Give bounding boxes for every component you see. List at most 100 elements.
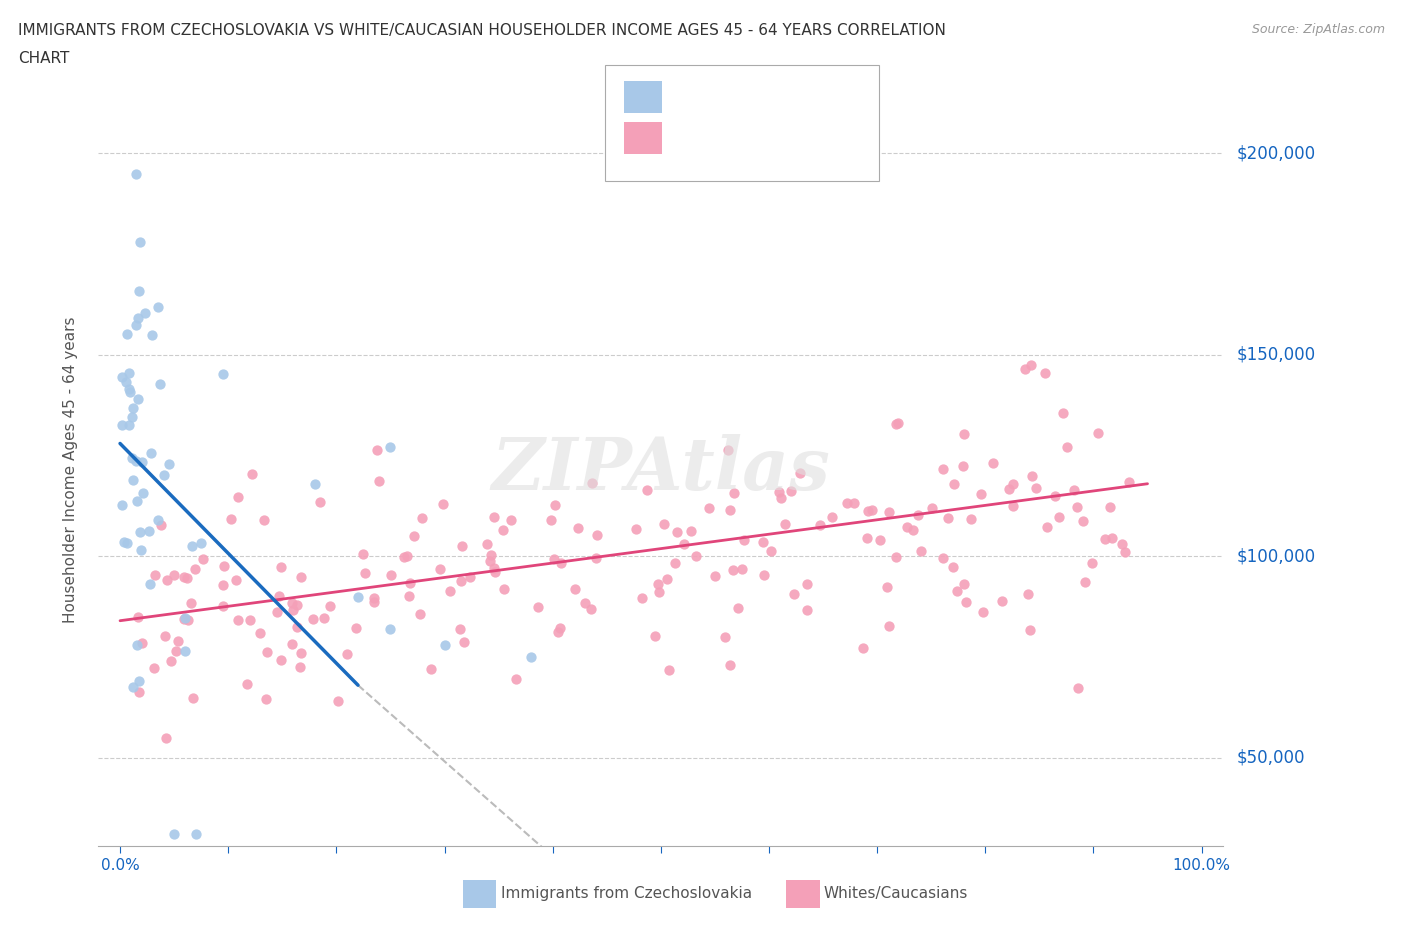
Point	[860, 502, 883, 517]
Point	[704, 568, 727, 583]
Point	[796, 577, 818, 591]
Text: R = -0.288   N =   55: R = -0.288 N = 55	[668, 86, 877, 105]
Point	[1043, 488, 1066, 503]
Point	[419, 661, 441, 676]
Point	[117, 418, 139, 432]
Point	[184, 561, 207, 576]
Point	[125, 166, 148, 181]
Point	[501, 512, 523, 527]
Point	[266, 604, 288, 619]
Point	[955, 594, 977, 609]
Point	[212, 559, 235, 574]
Point	[991, 593, 1014, 608]
Point	[903, 522, 925, 537]
Point	[972, 604, 994, 619]
Point	[484, 565, 506, 579]
Point	[479, 548, 502, 563]
Y-axis label: Householder Income Ages 45 - 64 years: Householder Income Ages 45 - 64 years	[63, 316, 77, 623]
Point	[380, 440, 402, 455]
Point	[367, 473, 389, 488]
Point	[120, 385, 142, 400]
Point	[780, 484, 803, 498]
Point	[439, 583, 461, 598]
Point	[125, 318, 148, 333]
Point	[344, 621, 367, 636]
Point	[146, 299, 169, 314]
Point	[129, 542, 152, 557]
Point	[354, 566, 377, 581]
Point	[288, 659, 311, 674]
Point	[129, 525, 152, 539]
Point	[121, 409, 143, 424]
Point	[1056, 440, 1078, 455]
Point	[997, 481, 1019, 496]
Point	[163, 827, 186, 842]
Point	[1001, 476, 1024, 491]
Point	[505, 671, 527, 686]
Point	[752, 567, 775, 582]
Point	[960, 512, 983, 526]
Point	[721, 563, 744, 578]
Point	[125, 454, 148, 469]
Point	[631, 591, 654, 605]
Point	[1074, 575, 1097, 590]
Point	[134, 306, 156, 321]
Point	[567, 521, 589, 536]
Point	[789, 466, 811, 481]
Point	[118, 381, 141, 396]
Point	[647, 585, 669, 600]
Point	[138, 524, 160, 538]
Point	[115, 375, 138, 390]
Point	[932, 461, 955, 476]
Point	[1033, 365, 1056, 380]
Point	[128, 284, 150, 299]
Point	[581, 476, 603, 491]
Point	[121, 680, 143, 695]
Point	[585, 551, 607, 565]
Point	[1114, 545, 1136, 560]
Point	[318, 598, 340, 613]
Point	[128, 673, 150, 688]
Point	[1021, 357, 1043, 372]
Point	[121, 401, 143, 416]
Point	[111, 418, 134, 432]
Point	[910, 544, 932, 559]
Point	[184, 827, 207, 842]
Text: $100,000: $100,000	[1237, 547, 1316, 565]
Point	[363, 594, 385, 609]
Point	[547, 624, 569, 639]
Point	[1019, 622, 1042, 637]
Point	[644, 629, 666, 644]
Point	[520, 649, 543, 664]
Point	[896, 520, 918, 535]
Point	[285, 619, 308, 634]
Point	[943, 476, 966, 491]
Point	[1036, 520, 1059, 535]
Point	[380, 621, 402, 636]
Point	[731, 562, 754, 577]
Point	[380, 568, 402, 583]
Point	[1071, 514, 1094, 529]
Point	[270, 560, 292, 575]
Point	[249, 626, 271, 641]
Point	[477, 537, 499, 551]
Point	[174, 610, 197, 625]
Point	[540, 512, 562, 527]
Point	[1111, 537, 1133, 551]
Point	[139, 445, 162, 460]
Point	[636, 483, 658, 498]
Point	[1063, 483, 1085, 498]
Point	[773, 516, 796, 531]
Point	[718, 502, 741, 517]
Point	[347, 589, 370, 604]
Text: Immigrants from Czechoslovakia: Immigrants from Czechoslovakia	[501, 886, 752, 901]
Point	[1098, 499, 1121, 514]
Point	[946, 583, 969, 598]
Point	[155, 573, 177, 588]
Point	[314, 610, 336, 625]
Point	[181, 538, 204, 553]
Point	[697, 500, 720, 515]
Point	[115, 326, 138, 341]
Point	[932, 551, 955, 565]
Text: CHART: CHART	[18, 51, 70, 66]
